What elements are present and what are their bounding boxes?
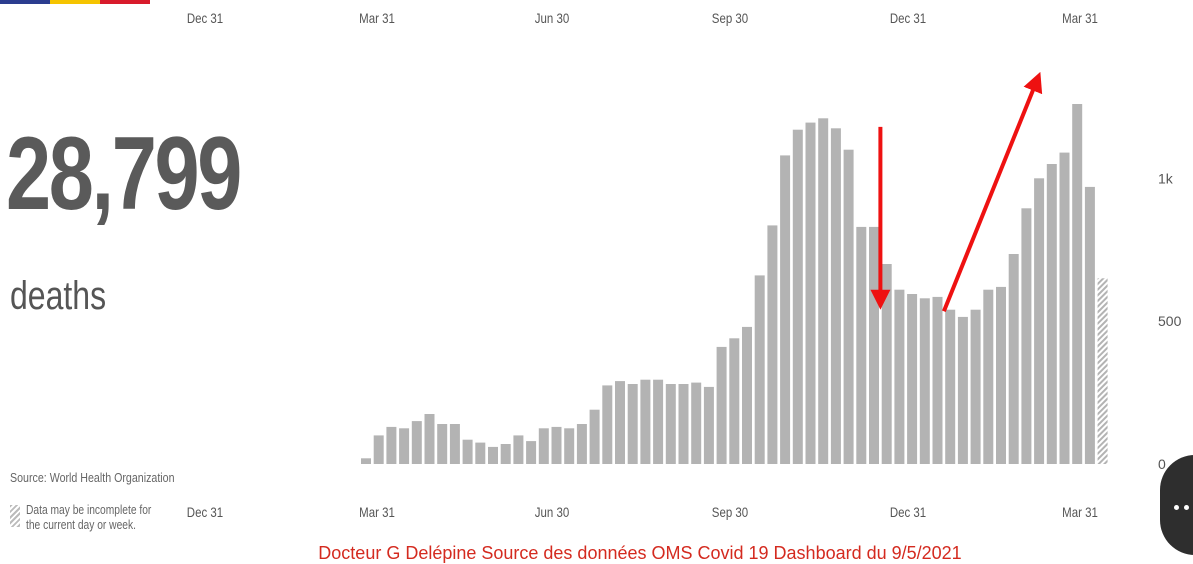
bar: [437, 424, 448, 464]
x-tick-label: Dec 31: [890, 504, 926, 520]
total-deaths-value: 28,799: [6, 116, 242, 232]
hatched-swatch-icon: [10, 505, 20, 527]
bar: [653, 379, 664, 464]
bar: [945, 309, 956, 464]
bar: [843, 149, 854, 464]
bar: [691, 382, 702, 464]
bar: [792, 129, 803, 464]
top-date-label: Dec 31: [186, 10, 224, 26]
y-tick-label: 500: [1158, 313, 1182, 329]
bar: [449, 424, 460, 464]
bar: [1059, 152, 1070, 464]
bar: [983, 289, 994, 464]
bar: [996, 286, 1006, 464]
bar: [475, 442, 486, 464]
legend-text: Data may be incomplete for the current d…: [26, 503, 152, 532]
y-tick-label: 0: [1158, 456, 1166, 472]
top-date-label: Dec 31: [889, 10, 927, 26]
bar: [754, 275, 765, 464]
bar: [627, 384, 638, 464]
bar: [665, 384, 676, 464]
bar: [602, 385, 613, 464]
bar: [1084, 186, 1095, 464]
bar: [500, 444, 511, 464]
bar: [1072, 104, 1083, 464]
bar: [767, 225, 778, 464]
bar: [678, 384, 689, 464]
flag-strip: [0, 0, 150, 4]
metric-label: deaths: [10, 274, 107, 318]
top-date-axis: Dec 31 Mar 31 Jun 30 Sep 30 Dec 31 Mar 3…: [0, 10, 1193, 40]
bar: [488, 446, 498, 464]
chat-dot: [1174, 505, 1179, 510]
bar: [830, 128, 841, 465]
bar: [818, 118, 829, 465]
x-tick-label: Jun 30: [535, 504, 569, 520]
source-text: Source: World Health Organization: [10, 470, 175, 485]
bar: [1021, 208, 1032, 464]
x-tick-label: Mar 31: [1062, 504, 1098, 520]
x-tick-label: Mar 31: [359, 504, 395, 520]
caption: Docteur G Delépine Source des données OM…: [318, 543, 962, 563]
bar: [1046, 164, 1057, 464]
chat-dot: [1184, 505, 1189, 510]
bar: [576, 424, 587, 464]
incomplete-data-legend: Data may be incomplete for the current d…: [10, 503, 186, 533]
x-tick-label: Dec 31: [187, 504, 223, 520]
bar: [399, 428, 410, 464]
top-date-label: Jun 30: [534, 10, 570, 26]
bar: [742, 326, 752, 464]
annotation-arrow: [942, 71, 1043, 312]
bar: [361, 458, 371, 464]
flag-yellow: [50, 0, 100, 4]
bar: [869, 226, 879, 464]
bar: [970, 309, 981, 464]
bar-incomplete: [1097, 278, 1108, 464]
bar: [780, 155, 791, 464]
bar: [881, 264, 892, 464]
bar: [424, 414, 435, 464]
bar: [462, 439, 473, 464]
bar: [919, 298, 930, 464]
bar: [386, 426, 397, 464]
bar: [716, 346, 727, 464]
bar: [373, 435, 384, 464]
bar: [551, 426, 562, 464]
bar: [805, 122, 816, 464]
chat-bubble-icon[interactable]: [1160, 455, 1193, 555]
flag-red: [100, 0, 150, 4]
bar: [1034, 178, 1045, 465]
top-date-label: Sep 30: [711, 10, 749, 26]
bar: [1008, 254, 1019, 464]
bar: [957, 316, 968, 464]
bar: [615, 381, 625, 464]
bar: [411, 421, 422, 464]
bar: [526, 441, 537, 464]
bar: [589, 409, 600, 464]
bar: [538, 428, 549, 464]
top-date-label: Mar 31: [1062, 10, 1098, 26]
bar: [729, 338, 740, 464]
bar: [564, 428, 575, 464]
bar: [894, 289, 905, 464]
bar: [907, 294, 918, 464]
top-date-label: Mar 31: [359, 10, 395, 26]
bar: [703, 386, 714, 464]
bar: [932, 296, 943, 464]
bar: [513, 435, 524, 464]
flag-blue: [0, 0, 50, 4]
bar: [640, 379, 651, 464]
y-tick-label: 1k: [1158, 170, 1174, 186]
x-tick-label: Sep 30: [712, 504, 748, 520]
bar: [856, 226, 867, 464]
